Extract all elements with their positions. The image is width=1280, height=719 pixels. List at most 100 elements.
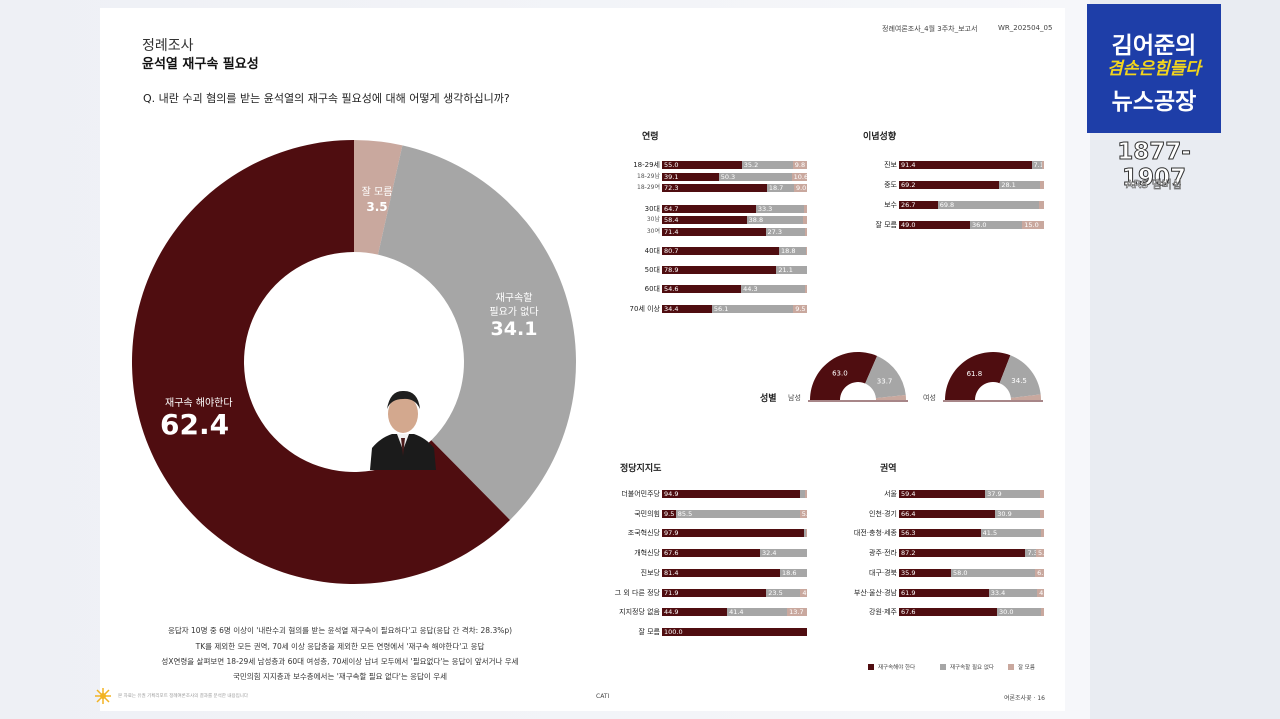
bar-segment: 9.5	[662, 509, 676, 518]
stacked-bar: 66.4 30.9	[899, 509, 1044, 518]
donut-slice-no	[377, 145, 576, 520]
bar-segment	[799, 490, 805, 498]
bar-value-label: 35.2	[743, 161, 759, 169]
female-half-donut: 61.8 34.5	[943, 352, 1043, 402]
stacked-bar: 71.4 27.3	[662, 228, 807, 236]
bar-segment: 56.1	[711, 305, 794, 313]
stacked-bar: 81.4 18.6	[662, 568, 807, 577]
bar-row-label: 더불어민주당	[621, 490, 660, 498]
legend-label-unknown: 잘 모름	[1018, 665, 1035, 671]
footer-method: CATI	[596, 693, 610, 700]
bar-segment	[1038, 201, 1044, 209]
bar-segment: 18.6	[780, 568, 807, 577]
bar-segment	[1040, 529, 1044, 538]
bar-row-label: 강원·제주	[869, 608, 897, 617]
bar-segment: 15.0	[1022, 221, 1044, 229]
bar-row-label: 인천·경기	[869, 509, 897, 518]
bar-row-label: 30대	[644, 205, 660, 213]
bar-row-label: 18-29여	[637, 184, 660, 191]
bar-value-label: 28.1	[1001, 181, 1016, 189]
legend-swatch-yes	[868, 664, 874, 670]
bar-segment: 100.0	[662, 627, 807, 636]
stacked-bar: 56.3 41.5	[899, 529, 1044, 538]
half-donut-segment	[945, 352, 1011, 400]
bar-value-label: 44.3	[743, 285, 758, 293]
bar-segment: 85.5	[675, 509, 800, 518]
bar-segment: 41.5	[980, 529, 1041, 538]
bar-value-label: 9.8	[794, 161, 806, 169]
bar-value-label: 80.7	[664, 247, 679, 255]
bar-segment	[805, 228, 807, 236]
bar-segment: 5.5	[1036, 549, 1044, 558]
bar-segment: 9.5	[793, 305, 807, 313]
bar-row-label: 광주·전라	[869, 549, 897, 558]
bar-segment	[802, 216, 807, 224]
bar-segment	[1041, 161, 1044, 169]
bar-row-label: 개혁신당	[634, 549, 660, 558]
report-code: WR_202504_05	[998, 24, 1053, 32]
bar-segment: 4.7	[1037, 588, 1044, 597]
bar-value-label: 54.6	[664, 285, 679, 293]
bar-row-label: 보수	[884, 201, 897, 209]
half-donut-value: 33.7	[877, 377, 893, 385]
bar-value-label: 67.6	[664, 549, 679, 558]
bar-row-label: 60대	[644, 285, 660, 293]
bar-segment: 71.4	[662, 228, 766, 236]
bar-value-label: 37.9	[987, 490, 1002, 498]
bar-segment: 44.9	[662, 608, 728, 617]
bar-segment: 5.0	[799, 509, 807, 518]
bar-segment: 71.9	[662, 588, 767, 597]
gender-label-female: 여성	[923, 394, 936, 402]
bar-value-label: 58.4	[664, 216, 679, 224]
bar-segment: 33.3	[755, 205, 805, 213]
bar-value-label: 59.4	[901, 490, 916, 498]
bar-row-label: 국민의힘	[634, 509, 660, 518]
bar-segment: 26.7	[899, 201, 938, 209]
bar-value-label: 50.3	[720, 173, 736, 181]
bar-value-label: 30.9	[997, 509, 1012, 518]
male-half-donut: 63.0 33.7	[808, 352, 908, 402]
stacked-bar: 35.9 58.0 6.1	[899, 568, 1044, 577]
bar-value-label: 56.3	[901, 529, 916, 538]
bar-row-label: 지지정당 없음	[619, 608, 660, 617]
bar-value-label: 23.5	[768, 588, 783, 597]
bar-segment: 7.1	[1031, 161, 1042, 169]
bar-value-label: 38.8	[748, 216, 764, 224]
bar-segment: 33.4	[988, 588, 1038, 597]
bar-segment: 91.4	[899, 161, 1032, 169]
bar-segment: 32.4	[760, 549, 807, 558]
donut-slice-unknown	[354, 140, 403, 255]
bar-segment: 34.4	[662, 305, 712, 313]
bar-segment: 94.9	[662, 490, 800, 498]
bar-segment: 28.1	[999, 181, 1041, 189]
bar-value-label: 7.1	[1033, 161, 1042, 169]
footer-source: 본 자료는 유권 기획리포트 정례여론조사의 결과를 분석한 내용입니다	[118, 694, 249, 699]
brand-line-3: 뉴스공장	[1111, 89, 1197, 115]
bar-value-label: 5.0	[801, 509, 807, 518]
bar-segment: 54.6	[662, 285, 742, 293]
bar-segment	[806, 529, 807, 538]
bar-segment: 30.9	[995, 509, 1041, 518]
gender-section-title: 성별	[760, 394, 777, 404]
bar-row-label: 부산·울산·경남	[853, 588, 897, 597]
half-donut-segment	[865, 355, 906, 399]
bar-value-label: 100.0	[664, 627, 683, 636]
bar-value-label: 21.1	[778, 266, 793, 274]
gender-label-male: 남성	[788, 394, 801, 402]
bar-value-label: 18.6	[782, 568, 797, 577]
legend-label-yes: 재구속해야 한다	[878, 665, 916, 671]
broadcast-logo: 김어준의 겸손은힘들다 뉴스공장	[1087, 4, 1221, 133]
bar-value-label: 67.6	[901, 608, 916, 617]
bar-segment: 64.7	[662, 205, 756, 213]
bar-value-label: 41.4	[729, 608, 744, 617]
region-section-title: 권역	[880, 464, 897, 474]
brand-line-1: 김어준의	[1111, 33, 1197, 59]
bar-segment: 13.7	[787, 608, 807, 617]
bar-segment	[803, 529, 807, 538]
party-section-title: 정당지지도	[620, 464, 662, 474]
bar-value-label: 44.9	[664, 608, 679, 617]
bar-segment	[1040, 181, 1044, 189]
bar-value-label: 4.6	[802, 588, 807, 597]
note-line-3: 성X연령을 살펴보면 18-29세 남성층과 60대 여성층, 70세이상 남녀…	[161, 657, 519, 666]
stacked-bar: 9.585.5 5.0	[662, 509, 807, 518]
